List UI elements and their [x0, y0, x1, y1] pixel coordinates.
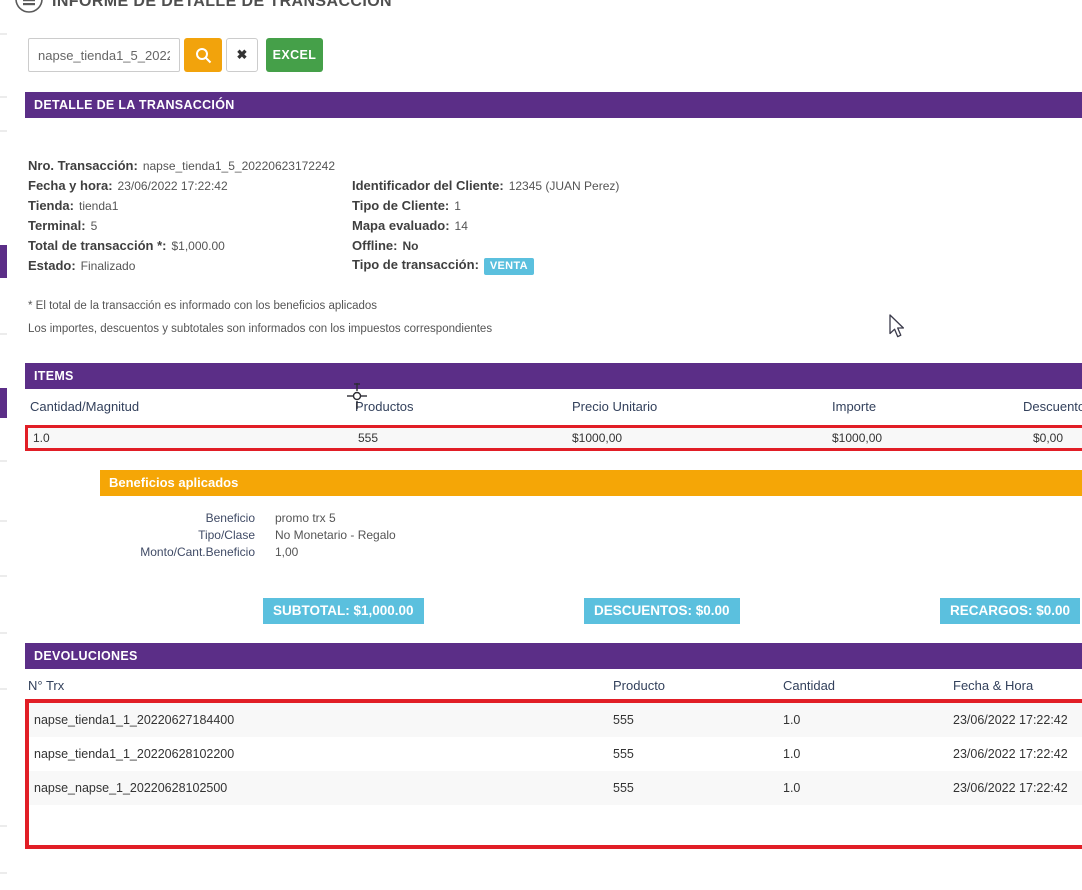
venta-badge: VENTA: [483, 258, 534, 275]
search-icon: [195, 47, 211, 63]
search-input[interactable]: [28, 38, 180, 72]
items-cell-descuento: $0,00: [1033, 431, 1064, 445]
dev-cell-ntrx: napse_tienda1_1_20220627184400: [34, 713, 235, 727]
sidebar-edge-accent: [0, 388, 7, 418]
section-header-devoluciones: DEVOLUCIONES: [25, 643, 1082, 669]
dev-cell-producto: 555: [613, 781, 634, 795]
close-icon: ✖: [236, 47, 248, 62]
sidebar-edge-divider: [0, 575, 7, 577]
field-offline: Offline: No: [352, 238, 419, 253]
excel-export-button[interactable]: EXCEL: [266, 38, 323, 72]
subtotal-badge: SUBTOTAL: $1,000.00: [263, 598, 424, 624]
devoluciones-table-highlight: napse_tienda1_1_20220627184400 555 1.0 2…: [25, 699, 1082, 849]
dev-cell-fecha: 23/06/2022 17:22:42: [953, 713, 1068, 727]
devolucion-row: napse_tienda1_1_20220628102200 555 1.0 2…: [29, 737, 1082, 771]
field-nro-transaccion: Nro. Transacción: napse_tienda1_5_202206…: [28, 158, 336, 173]
sidebar-edge-divider: [0, 688, 7, 690]
page-title: INFORME DE DETALLE DE TRANSACCIÓN: [52, 0, 393, 10]
section-header-beneficios: Beneficios aplicados: [100, 470, 1082, 496]
footnote-beneficios: * El total de la transacción es informad…: [28, 300, 378, 312]
items-cell-cantidad: 1.0: [33, 431, 50, 445]
sidebar-edge-divider: [0, 825, 7, 827]
items-col-cantidad: Cantidad/Magnitud: [30, 399, 140, 414]
items-cell-producto: 555: [358, 431, 379, 445]
descuentos-badge: DESCUENTOS: $0.00: [584, 598, 740, 624]
dev-cell-producto: 555: [613, 747, 634, 761]
dev-cell-producto: 555: [613, 713, 634, 727]
dev-cell-fecha: 23/06/2022 17:22:42: [953, 781, 1068, 795]
field-estado: Estado: Finalizado: [28, 258, 136, 273]
items-col-descuento: Descuento: [1023, 399, 1082, 414]
items-cell-precio: $1000,00: [572, 431, 623, 445]
dev-cell-fecha: 23/06/2022 17:22:42: [953, 747, 1068, 761]
sidebar-edge-divider: [0, 632, 7, 634]
benefit-field-monto: Monto/Cant.Beneficio 1,00: [140, 545, 299, 559]
recargos-badge: RECARGOS: $0.00: [940, 598, 1081, 624]
sidebar-edge-divider: [0, 96, 7, 98]
field-tipo-transaccion: Tipo de transacción: VENTA: [352, 257, 534, 275]
items-col-productos: Productos: [355, 399, 414, 414]
search-button[interactable]: [184, 38, 222, 72]
items-row-highlight: 1.0 555 $1000,00 $1000,00 $0,00: [25, 425, 1082, 451]
field-tipo-cliente: Tipo de Cliente: 1: [352, 198, 461, 213]
page-header: INFORME DE DETALLE DE TRANSACCIÓN: [14, 0, 392, 14]
sidebar-edge-divider: [0, 460, 7, 462]
benefit-field-beneficio: Beneficio promo trx 5: [205, 511, 336, 525]
field-terminal: Terminal: 5: [28, 218, 98, 233]
devolucion-row: napse_tienda1_1_20220627184400 555 1.0 2…: [29, 703, 1082, 737]
clear-search-button[interactable]: ✖: [226, 38, 258, 72]
field-mapa-evaluado: Mapa evaluado: 14: [352, 218, 468, 233]
field-fecha-hora: Fecha y hora: 23/06/2022 17:22:42: [28, 178, 228, 193]
sidebar-edge-divider: [0, 333, 7, 335]
section-header-detalle: DETALLE DE LA TRANSACCIÓN: [25, 92, 1082, 118]
field-identificador-cliente: Identificador del Cliente: 12345 (JUAN P…: [352, 178, 620, 193]
items-cell-importe: $1000,00: [832, 431, 883, 445]
field-total-transaccion: Total de transacción *: $1,000.00: [28, 238, 225, 253]
sidebar-edge-divider: [0, 872, 7, 874]
sidebar-edge: [0, 0, 7, 890]
dev-cell-cantidad: 1.0: [783, 713, 801, 727]
dev-cell-ntrx: napse_tienda1_1_20220628102200: [34, 747, 235, 761]
items-col-precio-unitario: Precio Unitario: [572, 399, 658, 414]
section-header-items: ITEMS: [25, 363, 1082, 389]
dev-cell-cantidad: 1.0: [783, 781, 801, 795]
sidebar-edge-divider: [0, 520, 7, 522]
sidebar-edge-divider: [0, 33, 7, 35]
sidebar-edge-divider: [0, 130, 7, 132]
dev-col-ntrx: N° Trx: [28, 678, 65, 693]
dev-col-cantidad: Cantidad: [783, 678, 836, 693]
benefit-field-tipo-clase: Tipo/Clase No Monetario - Regalo: [198, 528, 396, 542]
sidebar-edge-accent: [0, 245, 7, 278]
mouse-cursor: [889, 314, 905, 338]
report-list-icon: [15, 0, 43, 13]
field-tienda: Tienda: tienda1: [28, 198, 119, 213]
footnote-impuestos: Los importes, descuentos y subtotales so…: [28, 323, 493, 335]
dev-col-producto: Producto: [613, 678, 666, 693]
dev-cell-cantidad: 1.0: [783, 747, 801, 761]
items-col-importe: Importe: [832, 399, 877, 414]
dev-col-fecha-hora: Fecha & Hora: [953, 678, 1034, 693]
devolucion-row: napse_napse_1_20220628102500 555 1.0 23/…: [29, 771, 1082, 805]
dev-cell-ntrx: napse_napse_1_20220628102500: [34, 781, 228, 795]
